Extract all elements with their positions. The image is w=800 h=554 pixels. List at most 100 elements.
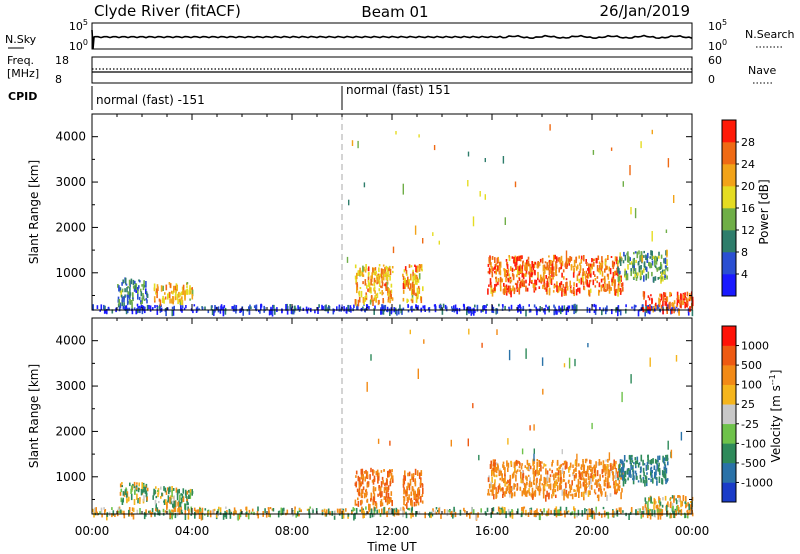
velocity-scatter-point: [495, 492, 497, 499]
power-scatter-point: [532, 283, 535, 288]
velocity-scatter-point: [665, 467, 668, 471]
velocity-scatter-point: [106, 512, 109, 517]
power-scatter-point: [621, 257, 623, 261]
power-scatter-point: [666, 259, 668, 264]
velocity-scatter-point: [384, 496, 387, 500]
velocity-scatter-point: [175, 487, 178, 493]
velocity-scatter-point: [593, 512, 596, 520]
power-scatter-point: [588, 280, 591, 284]
power-scatter-point: [390, 307, 393, 310]
power-scatter-point: [418, 287, 421, 294]
power-scatter-point: [517, 265, 519, 269]
velocity-scatter-point: [504, 467, 506, 474]
velocity-scatter-point: [144, 487, 147, 494]
power-scatter-point: [617, 277, 620, 282]
power-scatter-point: [586, 279, 588, 287]
velocity-scatter-point: [513, 483, 515, 490]
power-scatter-point: [666, 307, 668, 314]
velocity-scatter-point: [188, 489, 190, 493]
velocity-scatter-point: [119, 491, 122, 496]
power-scatter-point: [568, 262, 570, 266]
power-scatter-point: [625, 270, 628, 277]
power-scatter-point: [600, 284, 603, 292]
velocity-scatter-point: [418, 511, 421, 515]
power-scatter-point: [153, 283, 156, 289]
velocity-scatter-point: [661, 504, 664, 508]
power-scatter-point: [592, 271, 595, 275]
power-scatter-point: [635, 305, 637, 308]
velocity-scatter-point: [499, 486, 501, 490]
power-scatter-point: [576, 275, 579, 282]
velocity-scatter-point: [507, 508, 510, 515]
velocity-scatter-point: [161, 492, 163, 497]
power-scatter-point: [689, 306, 691, 312]
power-scatter-point: [92, 304, 94, 311]
velocity-scatter-point: [647, 510, 650, 515]
velocity-scatter-point: [250, 511, 253, 515]
power-scatter-point: [646, 260, 649, 263]
velocity-scatter-point: [664, 476, 667, 481]
power-scatter-point: [566, 282, 568, 289]
power-scatter-point: [578, 278, 581, 284]
power-scatter-point: [648, 261, 650, 267]
velocity-scatter-point: [621, 488, 623, 493]
power-scatter-point: [548, 309, 550, 313]
power-scatter-point: [302, 307, 305, 311]
time-tick-label: 12:00: [375, 524, 410, 538]
velocity-scatter-point: [571, 511, 573, 515]
velocity-scatter-point: [504, 491, 506, 497]
velocity-scatter-point: [119, 483, 122, 488]
power-scatter-point: [505, 277, 507, 283]
power-scatter-point: [666, 263, 668, 266]
velocity-scatter-point: [605, 468, 607, 475]
velocity-scatter-point: [235, 510, 237, 515]
velocity-scatter-point: [130, 493, 133, 501]
power-scatter-point: [407, 309, 410, 313]
velocity-scatter-point: [354, 512, 356, 520]
power-scatter-point: [580, 255, 583, 261]
velocity-scatter-point: [178, 509, 181, 515]
power-scatter-point: [575, 256, 578, 261]
power-scatter-point: [641, 270, 644, 275]
power-scatter-point: [588, 270, 590, 277]
velocity-scatter-point: [171, 490, 173, 497]
velocity-scatter-point: [553, 509, 556, 516]
velocity-scatter-point: [574, 468, 577, 472]
power-scatter-point: [444, 304, 447, 309]
velocity-scatter-point: [618, 507, 621, 512]
power-scatter-point: [543, 287, 546, 290]
power-scatter-point: [650, 294, 652, 297]
velocity-scatter-point: [660, 508, 662, 514]
power-scatter-point: [656, 257, 658, 262]
velocity-scatter-point: [676, 505, 678, 511]
velocity-scatter-point: [604, 473, 607, 477]
velocity-scatter-point: [245, 512, 248, 518]
velocity-scatter-point: [355, 508, 358, 514]
power-scatter-point: [630, 207, 632, 215]
velocity-scatter-point: [610, 464, 612, 471]
power-scatter-point: [640, 265, 642, 270]
velocity-scatter-point: [613, 459, 615, 467]
velocity-scatter-point: [396, 510, 399, 514]
power-scatter-point: [525, 279, 527, 284]
velocity-scatter-point: [553, 473, 555, 481]
power-scatter-point: [402, 297, 405, 302]
power-scatter-point: [555, 256, 558, 264]
velocity-scatter-point: [468, 328, 470, 335]
velocity-scatter-point: [182, 496, 185, 502]
power-scatter-point: [107, 306, 110, 310]
power-scatter-point: [556, 309, 558, 315]
velocity-scatter-point: [372, 499, 374, 506]
velocity-scatter-point: [533, 424, 535, 431]
velocity-scatter-point: [655, 501, 657, 504]
power-scatter-point: [558, 257, 561, 260]
velocity-scatter-point: [420, 470, 423, 474]
power-scatter-point: [165, 284, 168, 291]
power-scatter-point: [414, 264, 416, 267]
power-scatter-point: [593, 303, 596, 308]
power-scatter-point: [640, 275, 642, 280]
velocity-scatter-point: [397, 509, 400, 516]
velocity-scatter-point: [487, 493, 489, 496]
power-scatter-point: [529, 264, 531, 268]
